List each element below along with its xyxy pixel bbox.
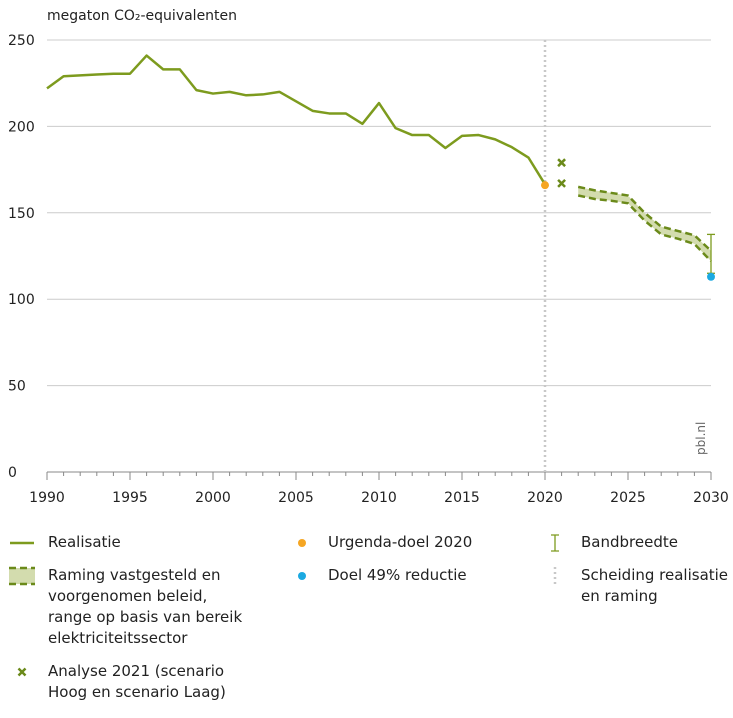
legend-item: Raming vastgesteld en voorgenomen beleid… — [8, 565, 288, 649]
y-tick-label: 100 — [8, 292, 35, 308]
legend-icon — [17, 667, 27, 677]
x-tick-label: 2030 — [693, 490, 729, 506]
point — [557, 179, 566, 188]
legend-item: Scheiding realisatie en raming — [541, 565, 731, 649]
x-tick-label: 2020 — [527, 490, 563, 506]
chart: megaton CO₂-equivalenten pbl.nl 0 50 100 15… — [8, 8, 729, 506]
legend-label: Raming vastgesteld en voorgenomen beleid… — [48, 566, 243, 647]
source: pbl.nl — [694, 422, 708, 455]
point — [707, 272, 715, 281]
legend-label: Doel 49% reductie — [328, 566, 467, 584]
x-tick-label: 2025 — [610, 490, 646, 506]
band-area — [578, 186, 711, 262]
y-tick-label: 200 — [8, 119, 35, 135]
y-tick-label: 150 — [8, 206, 35, 222]
legend-icon — [551, 534, 559, 552]
legend-item: Analyse 2021 (scenario Hoog en scenario … — [8, 661, 288, 703]
legend: Realisatie Urgenda-doel 2020 Bandbreedte Ra… — [8, 532, 731, 703]
legend-item: Doel 49% reductie — [288, 565, 541, 649]
band-lower — [577, 194, 712, 263]
legend-swatch — [298, 572, 306, 580]
x-tick-label: 1990 — [29, 490, 65, 506]
x-tick-label: 2015 — [444, 490, 480, 506]
legend-icon — [298, 572, 306, 580]
legend-icon — [9, 566, 35, 586]
y-tick-label: 50 — [8, 379, 26, 395]
legend-item: Realisatie — [8, 532, 288, 553]
point — [541, 181, 549, 190]
point — [557, 158, 566, 168]
legend-swatch — [298, 539, 306, 547]
x-tick-label: 1995 — [112, 490, 148, 506]
x-tick-label: 2010 — [361, 490, 397, 506]
line — [46, 54, 547, 185]
x-tick-label: 2000 — [195, 490, 231, 506]
legend-swatch — [551, 534, 559, 552]
legend-icon — [553, 567, 557, 585]
band-upper — [577, 185, 712, 252]
legend-swatch — [9, 568, 35, 584]
legend-swatch — [17, 667, 27, 677]
legend-icon — [298, 539, 306, 547]
legend-label: Scheiding realisatie en raming — [581, 566, 729, 605]
legend-label: Urgenda-doel 2020 — [328, 533, 473, 551]
y-tick-label: 0 — [8, 465, 17, 481]
legend-item: Bandbreedte — [541, 532, 731, 553]
legend-label: Bandbreedte — [581, 533, 678, 551]
y-axis-label: megaton CO₂-equivalenten — [47, 8, 237, 24]
legend-item: Urgenda-doel 2020 — [288, 532, 541, 553]
y-tick-label: 250 — [8, 33, 35, 49]
x-tick-label: 2005 — [278, 490, 314, 506]
legend-label: Analyse 2021 (scenario Hoog en scenario … — [48, 662, 226, 701]
legend-label: Realisatie — [48, 533, 121, 551]
legend-icon — [10, 541, 34, 545]
legend-swatch — [9, 566, 35, 586]
